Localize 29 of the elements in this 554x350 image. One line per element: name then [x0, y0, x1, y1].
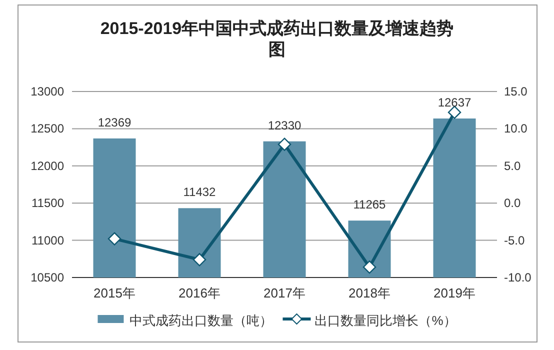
- y2-tick-label: -5.0: [504, 233, 526, 248]
- data-label: 12637: [438, 96, 472, 110]
- data-label: 11432: [183, 185, 216, 200]
- y2-tick-label: 5.0: [504, 158, 522, 173]
- data-label: 12330: [268, 118, 302, 132]
- legend-label: 出口数量同比增长（%）: [314, 313, 456, 328]
- chart-title: 2015-2019年中国中式成药出口数量及增速趋势图: [100, 19, 454, 59]
- data-label: 12369: [98, 115, 132, 130]
- y-tick-label: 12000: [30, 158, 64, 173]
- y-tick-label: 11000: [32, 233, 64, 248]
- y-tick-label: 10500: [30, 270, 64, 284]
- legend-label: 中式成药出口数量（吨）: [130, 313, 273, 328]
- y2-tick-label: 15.0: [504, 84, 528, 98]
- y2-tick-label: -10.0: [504, 270, 532, 284]
- x-tick-label: 2015年: [94, 286, 136, 300]
- x-tick-label: 2017年: [264, 286, 306, 300]
- point: [278, 138, 292, 151]
- y-tick-label: 11500: [32, 196, 64, 210]
- y2-tick-label: 0.0: [504, 196, 522, 210]
- data-label: 11265: [353, 198, 386, 212]
- x-tick-label: 2018年: [348, 286, 390, 300]
- point: [192, 253, 206, 266]
- point: [362, 260, 376, 274]
- y-tick-label: 12500: [30, 122, 64, 136]
- y2-tick-label: 10.0: [504, 122, 528, 136]
- point: [108, 232, 122, 246]
- y-tick-label: 13000: [30, 84, 64, 98]
- x-tick-label: 2016年: [178, 286, 220, 300]
- x-tick-label: 2019年: [434, 286, 476, 300]
